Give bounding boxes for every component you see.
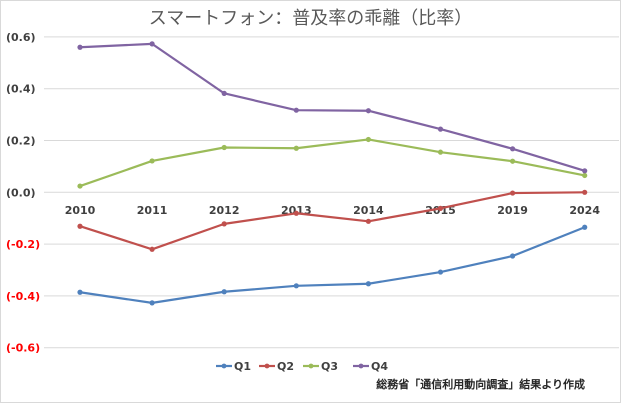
data-point — [149, 158, 155, 164]
series-q1 — [77, 224, 588, 306]
data-point — [437, 205, 444, 211]
data-point — [221, 90, 227, 96]
data-point — [582, 189, 588, 195]
data-point — [293, 107, 299, 113]
data-point — [365, 108, 371, 114]
series-lines — [77, 41, 588, 306]
y-tick-label: (0.2) — [6, 135, 36, 148]
x-axis-ticks: 20102011201220132014201520192024 — [65, 204, 601, 217]
y-tick-label: (-0.4) — [6, 290, 40, 303]
y-tick-label: (-0.6) — [6, 342, 40, 355]
data-point — [293, 283, 299, 289]
data-point — [221, 144, 227, 151]
legend-label: Q1 — [234, 360, 251, 373]
data-point — [582, 168, 588, 174]
series-q2 — [77, 189, 588, 252]
data-point — [437, 126, 444, 132]
data-point — [149, 246, 155, 252]
legend-item-q1[interactable]: Q1 — [216, 360, 251, 373]
x-tick-label: 2019 — [497, 204, 528, 217]
x-tick-label: 2014 — [353, 204, 384, 217]
legend-item-q2[interactable]: Q2 — [259, 360, 294, 373]
y-tick-label: (0.4) — [6, 83, 36, 96]
y-tick-label: (-0.2) — [6, 238, 40, 251]
legend-item-q4[interactable]: Q4 — [353, 360, 388, 373]
y-tick-label: (0.6) — [6, 31, 36, 44]
source-note: 総務省「通信利用動向調査」結果より作成 — [376, 378, 585, 391]
legend-label: Q4 — [371, 360, 388, 373]
legend-marker-icon — [264, 363, 270, 369]
data-point — [365, 218, 371, 224]
x-tick-label: 2010 — [65, 204, 96, 217]
x-tick-label: 2011 — [137, 204, 168, 217]
series-line — [79, 138, 585, 188]
chart-title: スマートフォン：普及率の乖離（比率） — [148, 8, 473, 29]
data-point — [149, 41, 155, 47]
data-point — [582, 224, 588, 230]
data-point — [437, 269, 444, 275]
data-point — [437, 149, 444, 155]
legend-label: Q3 — [321, 360, 338, 373]
data-point — [293, 210, 299, 216]
series-line — [79, 191, 585, 251]
data-point — [365, 281, 371, 287]
data-point — [509, 190, 516, 196]
data-point — [77, 44, 83, 50]
data-point — [77, 223, 83, 229]
legend-marker-icon — [308, 363, 314, 369]
legend-label: Q2 — [277, 360, 294, 373]
data-point — [221, 221, 227, 227]
series-q3 — [77, 136, 588, 189]
data-point — [77, 289, 83, 295]
data-point — [509, 158, 516, 164]
y-tick-label: (0.0) — [6, 186, 36, 199]
data-point — [77, 183, 83, 189]
data-point — [221, 289, 227, 295]
x-tick-label: 2024 — [569, 204, 600, 217]
legend-marker-icon — [221, 363, 227, 369]
data-point — [293, 145, 299, 151]
series-line — [79, 226, 586, 304]
series-q4 — [77, 41, 588, 174]
legend-item-q3[interactable]: Q3 — [303, 360, 338, 373]
legend: Q1 Q2 Q3 Q4 — [216, 360, 388, 373]
legend-marker-icon — [358, 363, 364, 369]
data-point — [509, 146, 516, 152]
x-tick-label: 2012 — [209, 204, 240, 217]
y-axis-ticks: (0.6) (0.4) (0.2) (0.0) (-0.2) (-0.4) (-0.6) — [6, 31, 40, 355]
data-point — [365, 136, 371, 143]
data-point — [582, 172, 588, 179]
data-point — [509, 253, 516, 259]
data-point — [149, 300, 155, 306]
series-line — [79, 42, 586, 172]
